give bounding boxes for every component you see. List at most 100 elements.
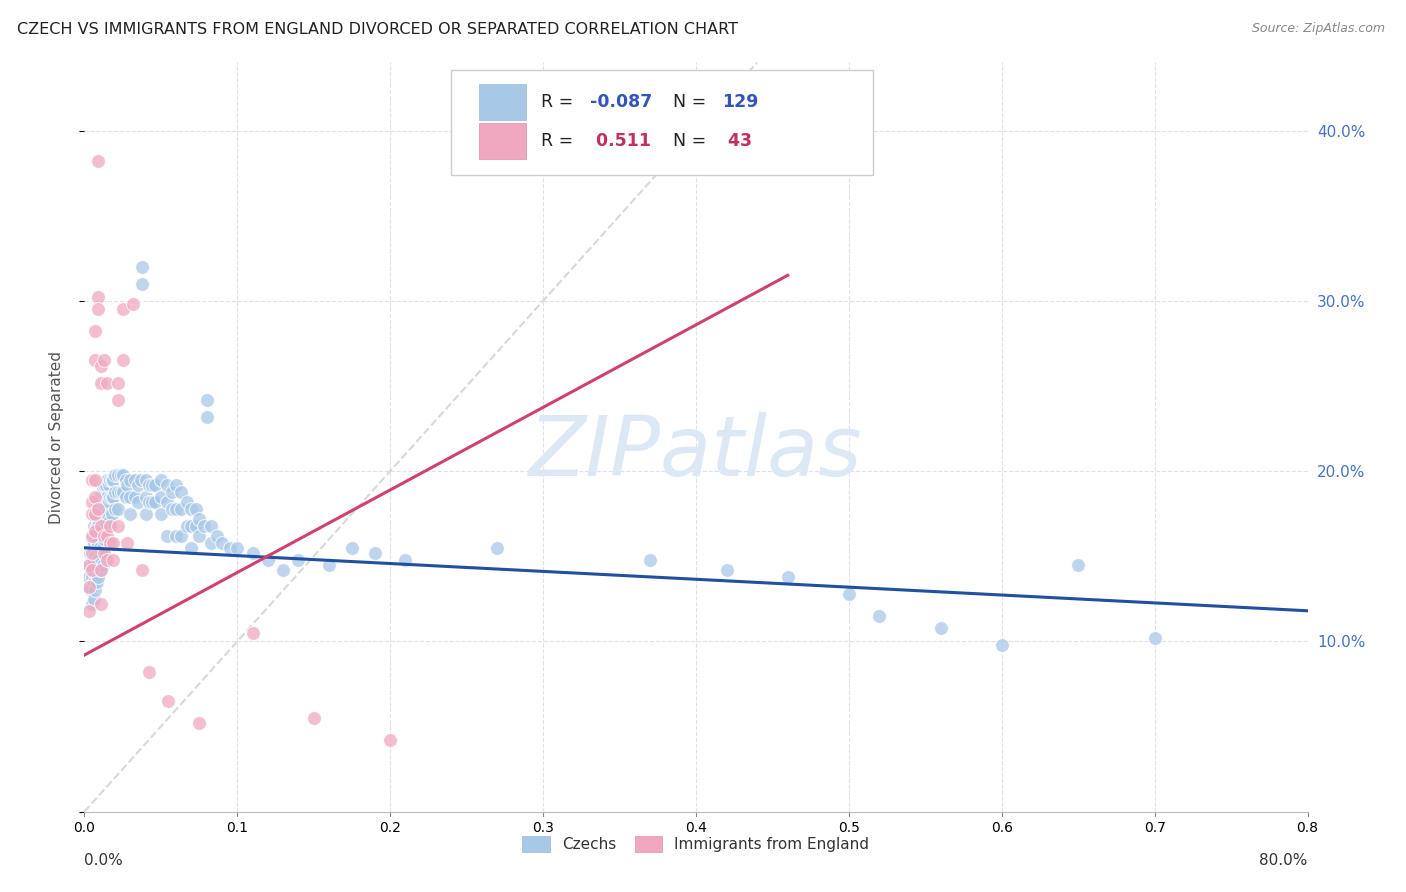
Point: [176, 518, 198, 533]
Point: [84, 549, 107, 564]
Point: [107, 392, 129, 407]
Point: [111, 302, 134, 317]
Text: CZECH VS IMMIGRANTS FROM ENGLAND DIVORCED OR SEPARATED CORRELATION CHART: CZECH VS IMMIGRANTS FROM ENGLAND DIVORCE…: [17, 22, 738, 37]
Text: -0.087: -0.087: [589, 93, 652, 112]
Point: [120, 490, 142, 504]
Point: [93, 477, 115, 491]
Point: [94, 495, 117, 509]
Point: [79, 546, 101, 560]
Point: [188, 716, 211, 731]
Point: [107, 518, 129, 533]
Point: [180, 518, 202, 533]
Point: [77, 558, 100, 572]
Point: [838, 587, 860, 601]
Point: [180, 541, 202, 555]
Text: N =: N =: [672, 132, 706, 150]
Point: [242, 546, 264, 560]
Point: [80, 552, 103, 566]
Point: [122, 297, 145, 311]
Point: [184, 518, 207, 533]
Point: [170, 484, 193, 499]
Point: [87, 570, 110, 584]
Point: [96, 473, 118, 487]
Text: 0.0%: 0.0%: [84, 853, 124, 868]
Point: [991, 638, 1014, 652]
Point: [135, 473, 157, 487]
Point: [156, 495, 179, 509]
Point: [157, 694, 180, 708]
Point: [87, 154, 110, 169]
Point: [170, 501, 193, 516]
Point: [257, 552, 280, 566]
Point: [86, 574, 108, 589]
Point: [80, 507, 103, 521]
Point: [79, 582, 101, 596]
Legend: Czechs, Immigrants from England: Czechs, Immigrants from England: [516, 830, 876, 858]
Point: [111, 467, 134, 482]
Point: [101, 490, 124, 504]
Point: [77, 570, 100, 584]
Point: [165, 477, 187, 491]
Point: [87, 290, 110, 304]
Point: [135, 507, 157, 521]
Point: [91, 481, 114, 495]
Point: [184, 501, 207, 516]
Point: [103, 490, 125, 504]
Point: [86, 535, 108, 549]
Point: [107, 484, 129, 499]
Point: [135, 490, 157, 504]
Point: [188, 512, 211, 526]
Point: [107, 467, 129, 482]
Point: [114, 490, 136, 504]
Point: [98, 490, 121, 504]
Point: [80, 597, 103, 611]
Point: [98, 473, 121, 487]
Point: [77, 580, 100, 594]
Point: [776, 570, 799, 584]
Point: [143, 495, 166, 509]
Point: [89, 541, 111, 555]
Point: [91, 524, 114, 538]
Point: [84, 507, 107, 521]
Point: [90, 376, 112, 390]
Point: [84, 524, 107, 538]
Point: [156, 477, 179, 491]
Point: [165, 501, 187, 516]
Point: [80, 533, 103, 547]
FancyBboxPatch shape: [479, 123, 526, 159]
Point: [80, 570, 103, 584]
Point: [98, 518, 121, 533]
FancyBboxPatch shape: [479, 84, 526, 120]
Point: [91, 501, 114, 516]
Point: [96, 507, 118, 521]
Point: [193, 518, 215, 533]
Point: [90, 597, 112, 611]
Point: [195, 392, 218, 407]
Text: R =: R =: [541, 93, 572, 112]
Point: [138, 665, 160, 679]
Point: [131, 277, 153, 291]
Point: [91, 541, 114, 555]
Point: [127, 477, 149, 491]
Point: [84, 583, 107, 598]
Point: [98, 535, 121, 549]
Point: [84, 529, 107, 543]
Point: [271, 563, 294, 577]
Point: [200, 535, 222, 549]
Point: [80, 473, 103, 487]
Point: [93, 353, 115, 368]
Point: [93, 498, 115, 512]
Point: [104, 484, 127, 499]
Point: [93, 529, 115, 543]
Point: [110, 467, 132, 482]
Text: 43: 43: [721, 132, 752, 150]
Point: [869, 608, 891, 623]
Point: [226, 541, 249, 555]
Point: [138, 477, 160, 491]
Point: [96, 552, 118, 566]
Point: [87, 498, 110, 512]
Point: [101, 507, 124, 521]
Point: [127, 495, 149, 509]
Point: [80, 495, 103, 509]
Point: [195, 409, 218, 424]
